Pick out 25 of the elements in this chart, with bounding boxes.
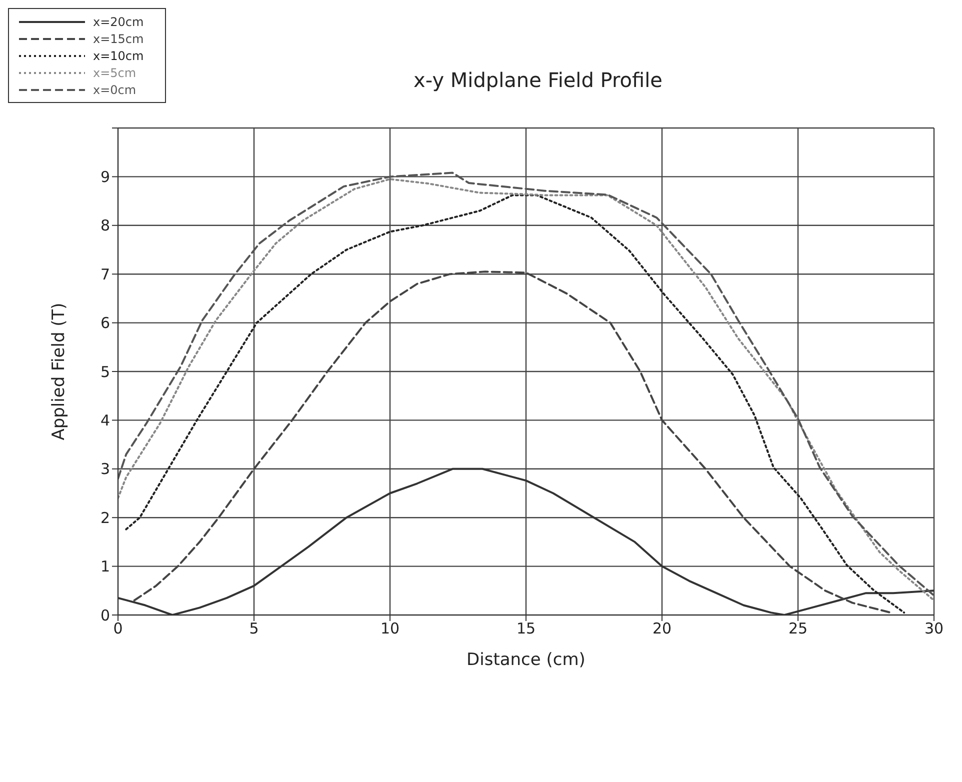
text: x=0cm xyxy=(93,82,136,96)
x-tick-label: 30 xyxy=(924,620,944,638)
y-tick-label: 7 xyxy=(100,265,110,284)
text: x=20cm xyxy=(93,14,144,28)
text: x=5cm xyxy=(93,66,136,80)
y-tick-label: 4 xyxy=(100,412,110,430)
x-tick-label: 0 xyxy=(113,620,123,638)
y-tick-label: 0 xyxy=(100,606,110,624)
y-tick-label: 6 xyxy=(100,314,110,332)
y-tick-label: 8 xyxy=(100,216,110,235)
text: x=15cm xyxy=(93,32,144,46)
x-tick-label: 20 xyxy=(652,620,672,638)
y-axis-title: Applied Field (T) xyxy=(49,302,70,440)
y-tick-label: 5 xyxy=(100,362,110,381)
text: x=10cm xyxy=(93,48,144,62)
x-tick-label: 10 xyxy=(380,620,400,638)
x-tick-label: 25 xyxy=(788,620,808,638)
x-tick-label: 15 xyxy=(516,620,536,638)
y-tick-label: 9 xyxy=(100,168,110,186)
chart-title: x-y Midplane Field Profile xyxy=(412,68,664,92)
y-tick-label: 1 xyxy=(100,558,110,576)
y-tick-label: 2 xyxy=(100,508,110,527)
y-tick-label: 3 xyxy=(100,460,110,478)
x-axis-title: Distance (cm) xyxy=(466,650,586,670)
x-tick-label: 5 xyxy=(249,620,259,638)
